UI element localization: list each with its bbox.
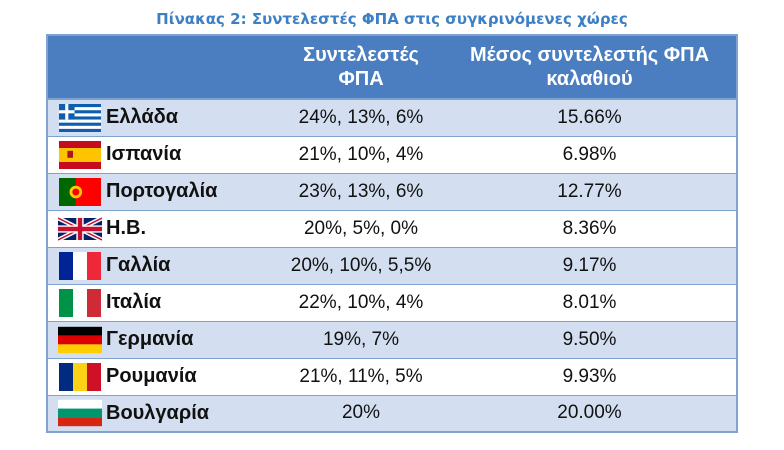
average-vat-cell: 20.00% (443, 394, 737, 432)
average-vat-column-header: Μέσος συντελεστής ΦΠΑ καλαθιού (443, 35, 737, 100)
country-name: Πορτογαλία (106, 180, 218, 202)
country-name: Ιταλία (106, 291, 162, 313)
vat-rates-cell: 19%, 7% (279, 320, 443, 358)
vat-rates-cell: 23%, 13%, 6% (279, 172, 443, 210)
table-row: Ελλάδα 24%, 13%, 6% 15.66% (47, 98, 737, 136)
vat-rates-cell: 22%, 10%, 4% (279, 283, 443, 321)
italy-flag-icon (58, 288, 102, 317)
vat-rates-cell: 21%, 11%, 5% (279, 357, 443, 395)
table-row: Γερμανία 19%, 7% 9.50% (47, 320, 737, 358)
country-cell: Η.Β. (47, 209, 279, 247)
vat-rates-cell: 20%, 10%, 5,5% (279, 246, 443, 284)
average-vat-cell: 8.36% (443, 209, 737, 247)
bulgaria-flag-icon (58, 399, 102, 427)
table-row: Πορτογαλία 23%, 13%, 6% 12.77% (47, 172, 737, 210)
vat-rates-column-header: Συντελεστές ΦΠΑ (279, 35, 443, 100)
table-row: Γαλλία 20%, 10%, 5,5% 9.17% (47, 246, 737, 284)
country-name: Η.Β. (106, 217, 146, 239)
table-row: Ιταλία 22%, 10%, 4% 8.01% (47, 283, 737, 321)
country-name: Ρουμανία (106, 365, 197, 387)
average-vat-cell: 9.17% (443, 246, 737, 284)
table-row: Η.Β. 20%, 5%, 0% 8.36% (47, 209, 737, 247)
table-row: Ισπανία 21%, 10%, 4% 6.98% (47, 135, 737, 173)
average-vat-cell: 15.66% (443, 98, 737, 136)
average-vat-cell: 9.50% (443, 320, 737, 358)
country-name: Γαλλία (106, 254, 171, 276)
table-row: Ρουμανία 21%, 11%, 5% 9.93% (47, 357, 737, 395)
country-cell: Βουλγαρία (47, 394, 279, 432)
country-name: Ισπανία (106, 143, 182, 165)
vat-rates-cell: 21%, 10%, 4% (279, 135, 443, 173)
country-cell: Γερμανία (47, 320, 279, 358)
france-flag-icon (58, 251, 102, 280)
country-name: Βουλγαρία (106, 401, 210, 424)
country-cell: Γαλλία (47, 246, 279, 284)
table-row: Βουλγαρία 20% 20.00% (47, 394, 737, 432)
country-name: Γερμανία (106, 328, 194, 350)
romania-flag-icon (58, 362, 102, 391)
average-vat-cell: 12.77% (443, 172, 737, 210)
table-caption: Πίνακας 2: Συντελεστές ΦΠΑ στις συγκρινό… (156, 10, 628, 28)
vat-rates-cell: 24%, 13%, 6% (279, 98, 443, 136)
country-cell: Ρουμανία (47, 357, 279, 395)
table-header-row: Συντελεστές ΦΠΑ Μέσος συντελεστής ΦΠΑ κα… (47, 35, 737, 100)
greece-flag-icon (58, 103, 102, 132)
vat-rates-cell: 20% (279, 394, 443, 432)
spain-flag-icon (58, 140, 102, 169)
country-cell: Πορτογαλία (47, 172, 279, 210)
vat-rates-table: Συντελεστές ΦΠΑ Μέσος συντελεστής ΦΠΑ κα… (46, 34, 738, 433)
country-cell: Ελλάδα (47, 98, 279, 136)
vat-rates-cell: 20%, 5%, 0% (279, 209, 443, 247)
average-vat-cell: 9.93% (443, 357, 737, 395)
country-cell: Ισπανία (47, 135, 279, 173)
average-vat-cell: 8.01% (443, 283, 737, 321)
uk-flag-icon (58, 215, 102, 243)
average-vat-cell: 6.98% (443, 135, 737, 173)
germany-flag-icon (58, 326, 102, 354)
country-cell: Ιταλία (47, 283, 279, 321)
portugal-flag-icon (58, 177, 102, 206)
country-column-header (47, 35, 279, 100)
country-name: Ελλάδα (106, 106, 179, 129)
